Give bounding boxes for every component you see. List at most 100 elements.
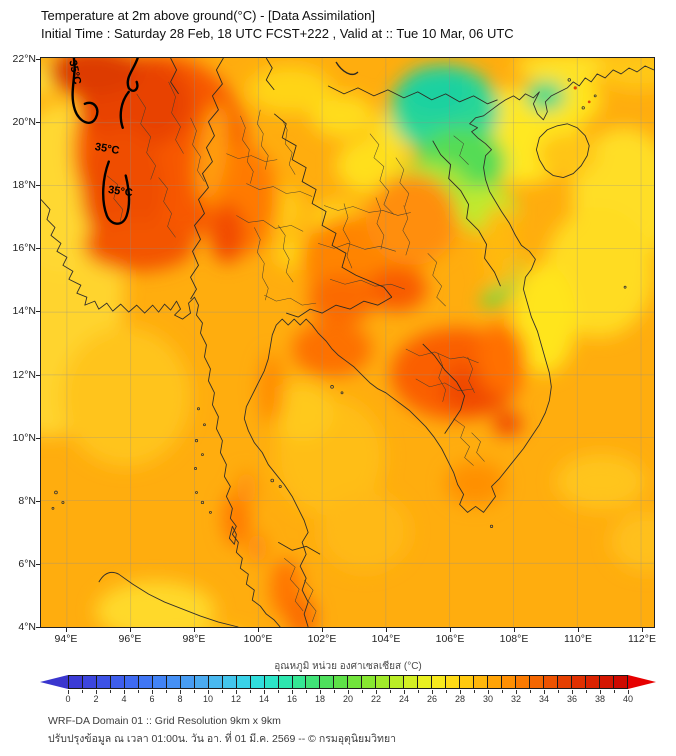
x-axis-tick-label: 94°E (54, 633, 78, 645)
x-axis-tick-label: 106°E (435, 633, 465, 645)
temperature-map-svg (41, 58, 654, 627)
sumatra-coastline (98, 571, 239, 627)
y-axis-tick-mark (36, 59, 40, 60)
colorbar-tick-mark (82, 690, 83, 693)
x-axis-tick-mark (322, 628, 323, 632)
colorbar-segment (474, 676, 489, 688)
x-axis-tick-label: 98°E (182, 633, 206, 645)
colorbar-segment (180, 676, 195, 688)
y-axis-tick-mark (36, 437, 40, 439)
colorbar-tick-mark (390, 690, 391, 693)
colorbar-tick-mark (138, 690, 139, 693)
colorbar-tick-mark (474, 690, 475, 693)
colorbar-tick-mark (68, 690, 69, 694)
colorbar-tick-label: 28 (454, 694, 465, 704)
footer-update-info: ปรับปรุงข้อมูล ณ เวลา 01:00น. วัน อา. ที… (48, 733, 396, 745)
colorbar-tick-mark (278, 690, 279, 693)
colorbar-segment (306, 676, 321, 688)
colorbar-tick-label: 40 (622, 694, 633, 704)
x-axis-tick-mark (514, 628, 515, 632)
colorbar-segment (278, 676, 293, 688)
colorbar-tick-mark (446, 690, 447, 693)
colorbar-tick-label: 6 (149, 694, 155, 704)
colorbar-tick-label: 16 (286, 694, 297, 704)
y-axis-tick-label: 10°N (12, 431, 36, 444)
colorbar-segment (404, 676, 419, 688)
colorbar-segment (138, 676, 153, 688)
y-axis-tick-label: 18°N (12, 179, 36, 192)
y-axis-tick-label: 8°N (18, 494, 36, 507)
colorbar-tick-mark (180, 690, 181, 694)
colorbar-segment (96, 676, 111, 688)
y-axis-tick-mark (36, 248, 40, 250)
phuket-island (228, 525, 237, 545)
colorbar-segment (250, 676, 265, 688)
small-islands (51, 78, 627, 528)
colorbar-tick-mark (586, 690, 587, 693)
x-axis-tick-mark (66, 628, 67, 632)
colorbar-tick-label: 38 (594, 694, 605, 704)
colorbar-segment (110, 676, 125, 688)
colorbar-segment (585, 676, 600, 688)
colorbar-segment (502, 676, 516, 688)
colorbar-segment (166, 676, 181, 688)
colorbar-segment (334, 676, 349, 688)
colorbar-tick-mark (572, 690, 573, 694)
colorbar-tick-mark (348, 690, 349, 694)
colorbar-tick-mark (418, 690, 419, 693)
y-axis-tick-label: 6°N (18, 557, 36, 570)
y-axis-tick-label: 4°N (18, 620, 36, 633)
colorbar-tick-mark (502, 690, 503, 693)
colorbar-segment (432, 676, 447, 688)
colorbar-tick-label: 12 (230, 694, 241, 704)
colorbar-tick-mark (264, 690, 265, 694)
y-axis-tick-mark (36, 626, 40, 628)
colorbar-tick-label: 26 (426, 694, 437, 704)
mainland-coastline (41, 199, 281, 627)
colorbar-tick-mark (600, 690, 601, 694)
colorbar-tick-mark (110, 690, 111, 693)
colorbar-tick-label: 10 (202, 694, 213, 704)
colorbar-segment (516, 676, 530, 688)
colorbar-segment (599, 676, 614, 688)
colorbar-segment (208, 676, 223, 688)
colorbar-segment (264, 676, 279, 688)
colorbar-tick-mark (516, 690, 517, 694)
colorbar-tick-mark (124, 690, 125, 694)
colorbar-segment (376, 676, 391, 688)
colorbar-tick-mark (334, 690, 335, 693)
page-subtitle: Initial Time : Saturday 28 Feb, 18 UTC F… (41, 26, 514, 41)
coastlines (41, 65, 654, 627)
colorbar-tick-mark (544, 690, 545, 694)
colorbar-tick-mark (488, 690, 489, 694)
x-axis-tick-label: 104°E (371, 633, 401, 645)
colorbar-left-arrow (40, 675, 68, 689)
colorbar-tick-mark (208, 690, 209, 694)
x-axis-tick-mark (642, 628, 643, 632)
colorbar-tick-label: 20 (342, 694, 353, 704)
map-frame: 35°C 35°C 35°C (40, 57, 655, 628)
temperature-contours-35c (71, 58, 139, 225)
colorbar-segment (320, 676, 335, 688)
colorbar-segment (613, 676, 627, 688)
x-axis-tick-mark (194, 628, 195, 632)
colorbar-tick-mark (320, 690, 321, 694)
x-axis-tick-mark (386, 628, 387, 632)
country-borders (170, 58, 501, 555)
colorbar-segment (390, 676, 405, 688)
colorbar-tick-label: 4 (121, 694, 127, 704)
colorbar-tick-label: 22 (370, 694, 381, 704)
colorbar-tick-label: 0 (65, 694, 71, 704)
colorbar-tick-label: 2 (93, 694, 99, 704)
colorbar-tick-mark (404, 690, 405, 694)
colorbar-tick-mark (558, 690, 559, 693)
colorbar-tick-label: 30 (482, 694, 493, 704)
colorbar-tick-mark (250, 690, 251, 693)
colorbar-tick-label: 14 (258, 694, 269, 704)
page-title: Temperature at 2m above ground(°C) - [Da… (41, 8, 375, 23)
colorbar-segment (543, 676, 558, 688)
colorbar-tick-label: 36 (566, 694, 577, 704)
colorbar-segment (222, 676, 237, 688)
colorbar-tick-label: 32 (510, 694, 521, 704)
